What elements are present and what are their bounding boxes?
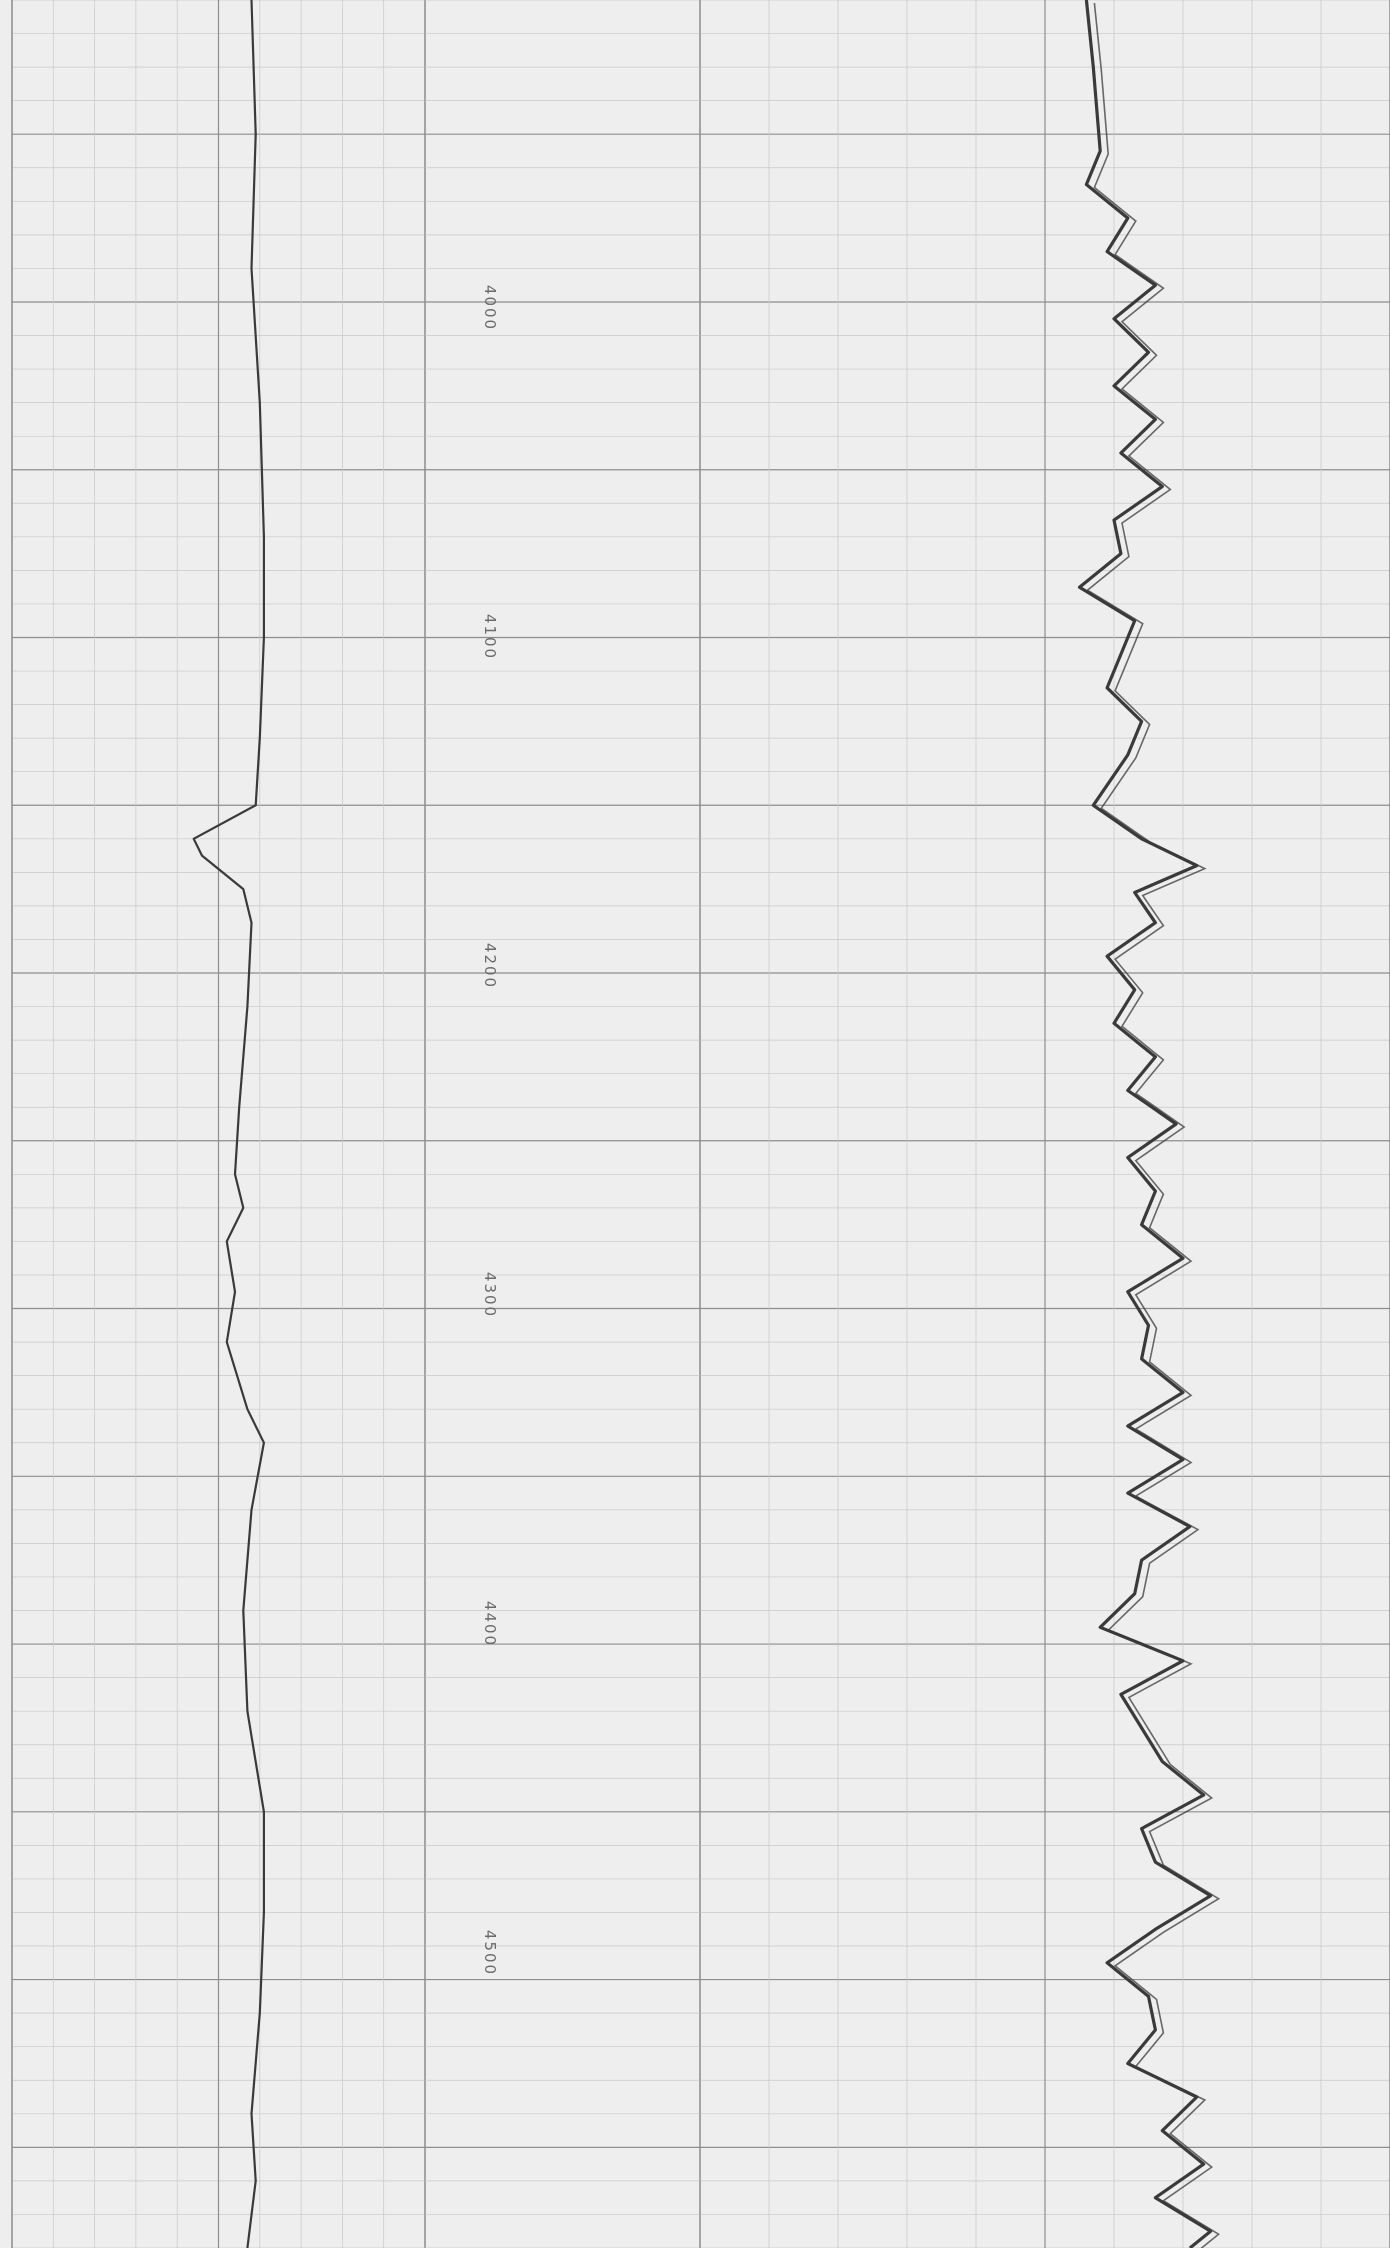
depth-tick-label: 4000 [481, 285, 499, 331]
track-1-grid [11, 0, 426, 2248]
depth-tick-label: 4100 [481, 614, 499, 660]
depth-tick-label: 4300 [481, 1272, 499, 1318]
track-2-grid [699, 0, 1390, 2248]
depth-axis: 4000 4100 4200 4300 4400 4500 [481, 285, 499, 1976]
log-trace-track-2 [1077, 0, 1213, 2248]
depth-track-grid [425, 0, 700, 2248]
depth-tick-label: 4400 [481, 1601, 499, 1647]
depth-tick-label: 4500 [481, 1930, 499, 1976]
log-trace-track-2-secondary [1086, 2, 1221, 2248]
log-trace-track-1 [192, 0, 265, 2248]
depth-tick-label: 4200 [481, 943, 499, 989]
log-traces [192, 0, 1221, 2248]
